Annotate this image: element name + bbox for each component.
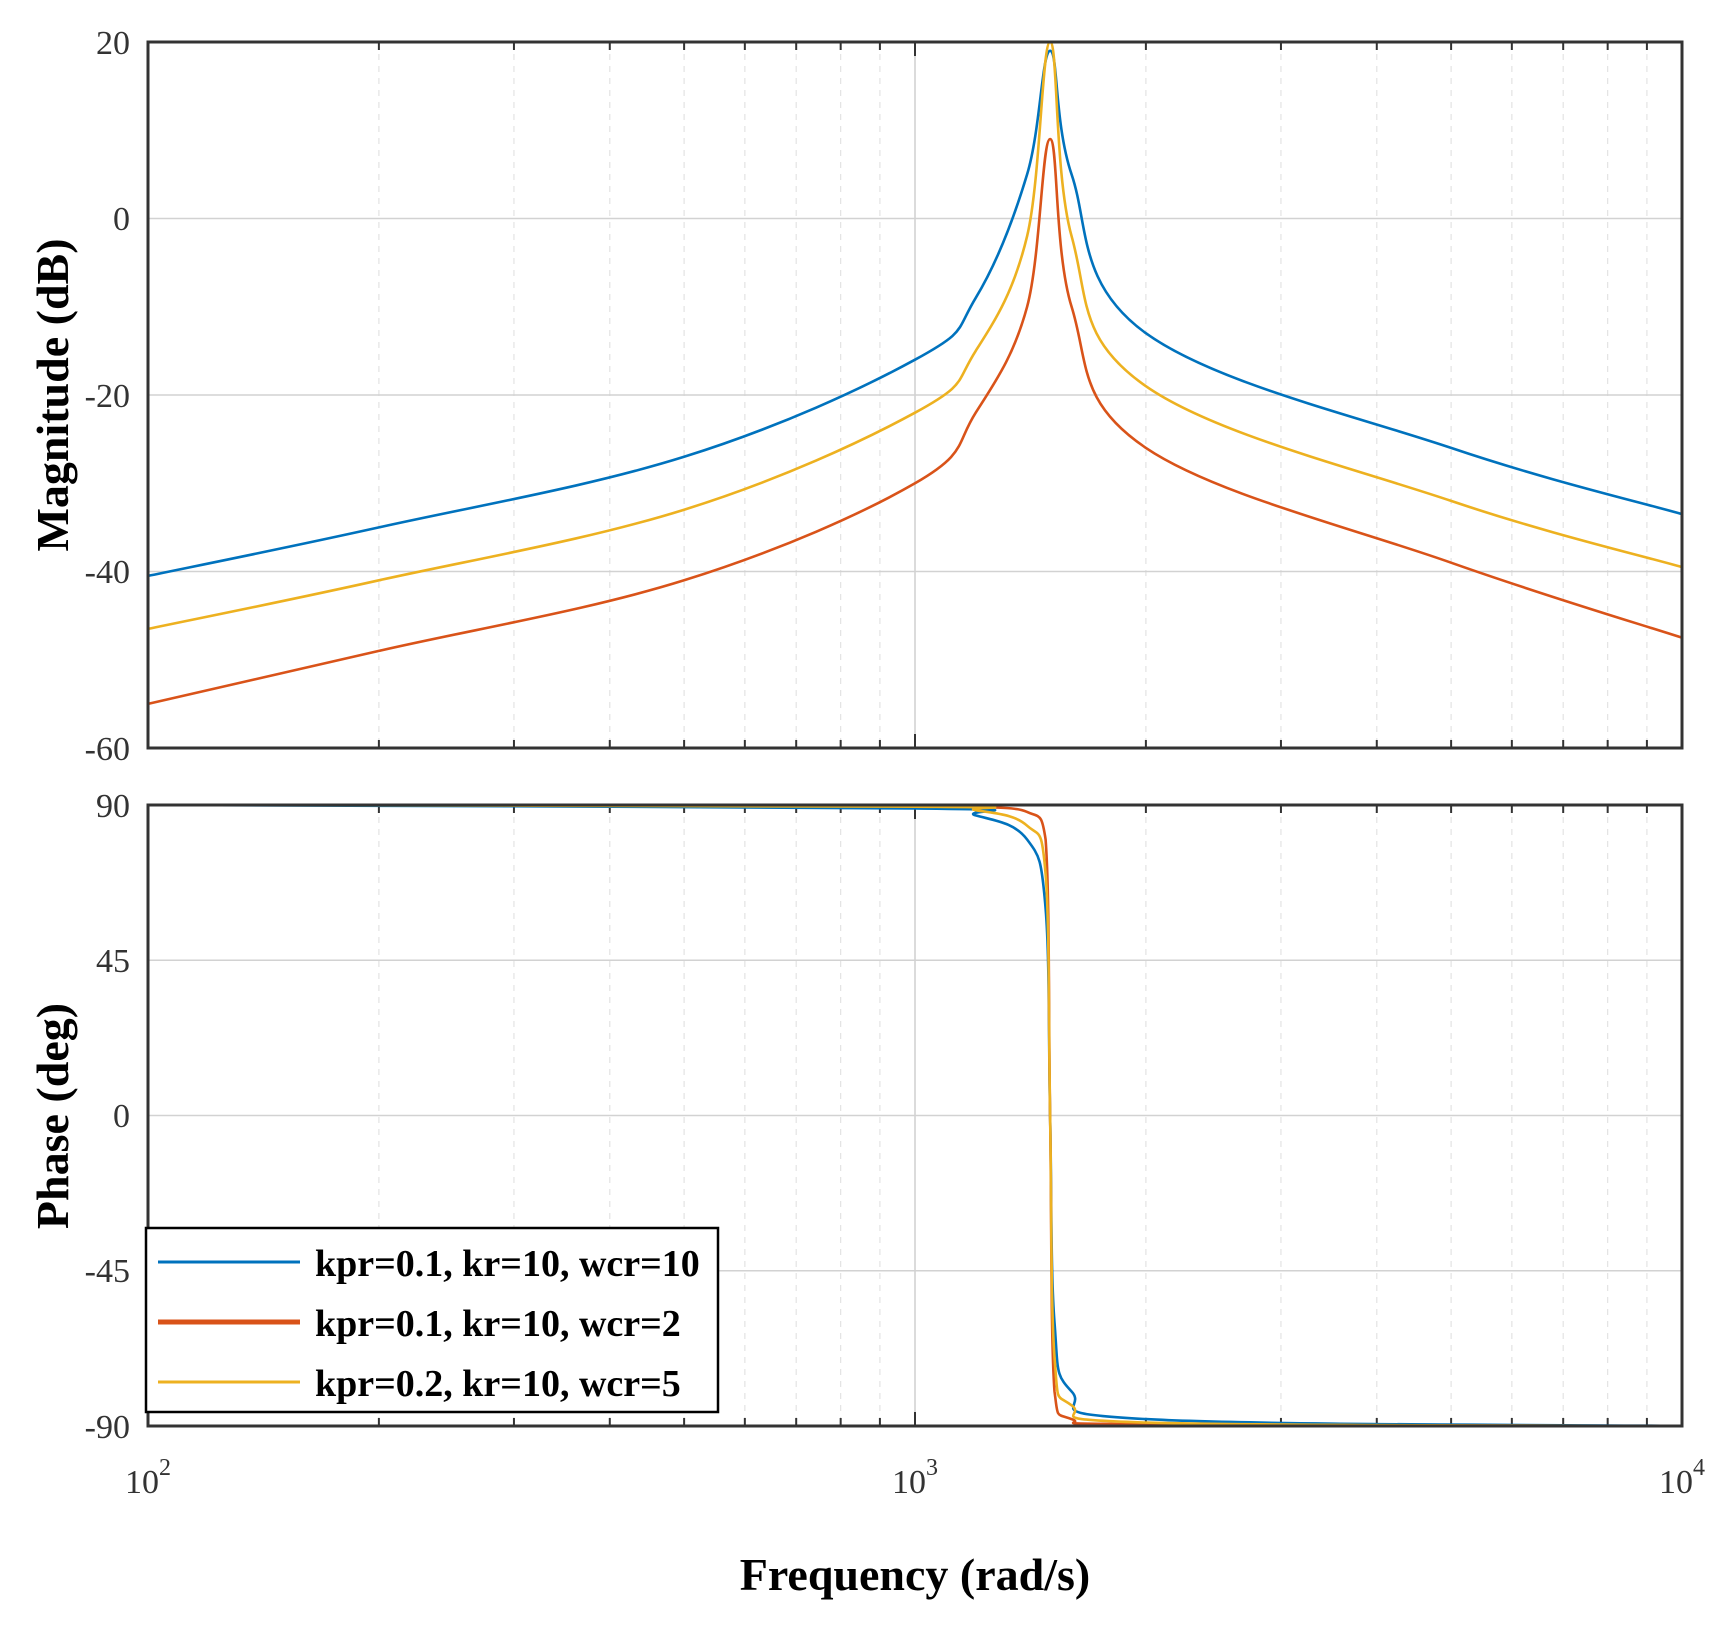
legend-label-series-1: kpr=0.1, kr=10, wcr=10 [315, 1243, 700, 1285]
magnitude-series-line-2 [147, 137, 1683, 706]
magnitude-curves [147, 40, 1683, 706]
magnitude-y-axis-title: Magnitude (dB) [27, 238, 78, 551]
magnitude-y-ticks: 20 0 -20 -40 -60 [85, 25, 130, 768]
mag-tick-label: 0 [113, 201, 130, 238]
phase-tick-label: -45 [85, 1253, 130, 1290]
x-axis-title: Frequency (rad/s) [740, 1549, 1091, 1600]
mag-tick-label: -20 [85, 378, 130, 415]
magnitude-panel: 20 0 -20 -40 -60 Magnitude (dB) [27, 25, 1684, 768]
x-tick-exponent: 4 [1693, 1455, 1705, 1481]
phase-axes-box [146, 803, 1684, 1428]
x-tick-labels: 102 103 104 [125, 1455, 1705, 1501]
phase-tick-label: -90 [85, 1409, 130, 1446]
x-tick-base: 10 [892, 1464, 926, 1501]
x-tick-label: 104 [1659, 1455, 1705, 1501]
mag-tick-label: -60 [85, 731, 130, 768]
x-tick-base: 10 [1659, 1464, 1693, 1501]
phase-tick-label: 0 [113, 1098, 130, 1135]
phase-panel: 90 45 0 -45 -90 Phase (deg) kpr=0.1, kr=… [27, 788, 1684, 1446]
magnitude-axes-box [146, 40, 1684, 750]
legend: kpr=0.1, kr=10, wcr=10 kpr=0.1, kr=10, w… [144, 1226, 720, 1414]
phase-tick-label: 45 [96, 943, 130, 980]
x-tick-exponent: 3 [926, 1455, 938, 1481]
x-tick-label: 102 [125, 1455, 171, 1501]
mag-tick-label: -40 [85, 554, 130, 591]
legend-label-series-3: kpr=0.2, kr=10, wcr=5 [315, 1363, 681, 1405]
phase-tick-label: 90 [96, 788, 130, 825]
mag-tick-label: 20 [96, 25, 130, 62]
legend-label-series-2: kpr=0.1, kr=10, wcr=2 [315, 1303, 681, 1345]
x-tick-label: 103 [892, 1455, 938, 1501]
magnitude-series-line-3 [147, 40, 1683, 631]
phase-y-axis-title: Phase (deg) [27, 1003, 78, 1229]
x-tick-exponent: 2 [159, 1455, 171, 1481]
phase-y-ticks: 90 45 0 -45 -90 [85, 788, 130, 1446]
magnitude-series-line-1 [147, 49, 1683, 578]
x-tick-base: 10 [125, 1464, 159, 1501]
